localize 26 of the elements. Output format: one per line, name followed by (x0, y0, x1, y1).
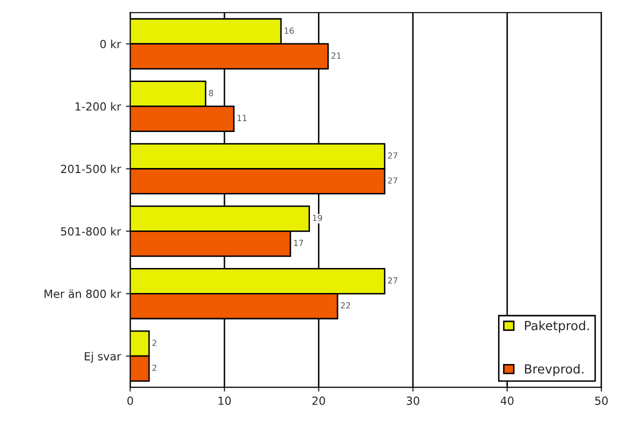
x-tick-label: 10 (218, 396, 231, 405)
y-tick-label: Mer än 800 kr (44, 289, 122, 298)
data-label: 8 (208, 90, 214, 96)
data-label: 21 (331, 52, 341, 59)
y-tick-label: 201-500 kr (61, 164, 122, 174)
data-label: 19 (312, 214, 322, 222)
x-tick-label: 50 (595, 396, 608, 405)
data-label: 11 (238, 115, 246, 122)
data-label: 17 (294, 240, 304, 246)
data-label: 27 (388, 277, 398, 284)
x-tick-label: 40 (500, 396, 514, 405)
data-label: 27 (388, 177, 398, 184)
x-tick-label: 20 (312, 396, 326, 405)
y-tick-label: 0 kr (100, 40, 122, 48)
data-label: 2 (152, 340, 156, 346)
data-label: 2 (152, 364, 156, 371)
data-label: 27 (388, 152, 398, 159)
data-label: 16 (284, 27, 294, 34)
y-tick-label: 1-200 kr (76, 102, 122, 111)
x-tick-label: 30 (406, 396, 420, 405)
x-tick-label: 0 (127, 396, 133, 405)
y-tick-label: 501-800 kr (61, 226, 122, 236)
y-tick-label: Ej svar (84, 352, 122, 363)
legend-label: Brevprod. (525, 364, 584, 376)
data-label: 22 (340, 302, 350, 308)
legend-label: Paketprod. (525, 320, 589, 333)
